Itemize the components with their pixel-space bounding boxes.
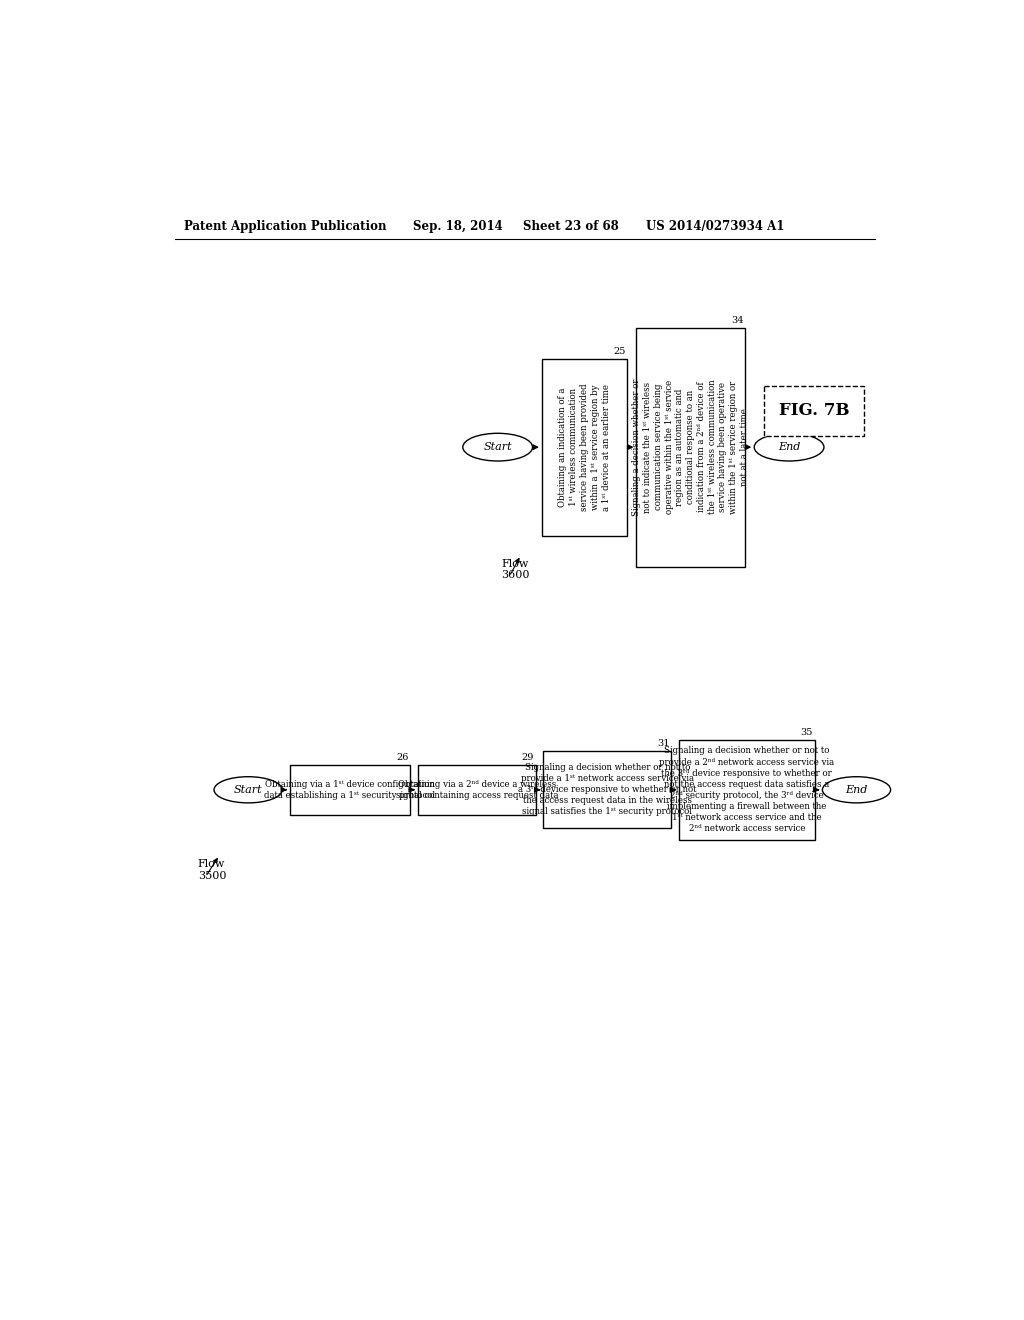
Text: 31: 31 xyxy=(657,739,670,748)
Text: Flow
3500: Flow 3500 xyxy=(198,859,226,880)
FancyBboxPatch shape xyxy=(544,751,672,829)
Text: End: End xyxy=(778,442,801,453)
Ellipse shape xyxy=(755,433,824,461)
Text: Flow
3600: Flow 3600 xyxy=(502,558,530,581)
Text: Patent Application Publication: Patent Application Publication xyxy=(183,219,386,232)
Text: 25: 25 xyxy=(613,347,626,355)
Text: Obtaining via a 1ˢᵗ device configuration
data establishing a 1ˢᵗ security protoc: Obtaining via a 1ˢᵗ device configuration… xyxy=(264,780,435,800)
Text: 34: 34 xyxy=(731,315,743,325)
Text: Obtaining via a 2ⁿᵈ device a wireless
signal containing access request data: Obtaining via a 2ⁿᵈ device a wireless si… xyxy=(395,780,558,800)
FancyBboxPatch shape xyxy=(679,739,815,840)
Text: 26: 26 xyxy=(396,752,409,762)
Text: 35: 35 xyxy=(801,727,813,737)
Text: Start: Start xyxy=(233,785,262,795)
Text: Signaling a decision whether or not to
provide a 2ⁿᵈ network access service via
: Signaling a decision whether or not to p… xyxy=(659,746,835,833)
Ellipse shape xyxy=(463,433,532,461)
FancyBboxPatch shape xyxy=(542,359,627,536)
FancyBboxPatch shape xyxy=(290,764,410,814)
Text: Obtaining an indication of a
1ˢᵗ wireless communication
service having been prov: Obtaining an indication of a 1ˢᵗ wireles… xyxy=(558,383,611,511)
Text: Sep. 18, 2014: Sep. 18, 2014 xyxy=(414,219,503,232)
Text: End: End xyxy=(846,785,867,795)
Text: 29: 29 xyxy=(521,752,535,762)
Text: Signaling a decision whether or not to
provide a 1ˢᵗ network access service via
: Signaling a decision whether or not to p… xyxy=(518,763,696,817)
Text: Sheet 23 of 68: Sheet 23 of 68 xyxy=(523,219,618,232)
FancyBboxPatch shape xyxy=(764,385,864,436)
Text: FIG. 7B: FIG. 7B xyxy=(778,403,849,418)
Text: Signaling a decision whether or
not to indicate the 1ˢᵗ wireless
communication s: Signaling a decision whether or not to i… xyxy=(633,379,749,516)
FancyBboxPatch shape xyxy=(418,764,536,814)
Text: US 2014/0273934 A1: US 2014/0273934 A1 xyxy=(646,219,784,232)
Ellipse shape xyxy=(822,776,891,803)
Ellipse shape xyxy=(214,776,283,803)
Text: Start: Start xyxy=(483,442,512,453)
FancyBboxPatch shape xyxy=(636,327,744,566)
